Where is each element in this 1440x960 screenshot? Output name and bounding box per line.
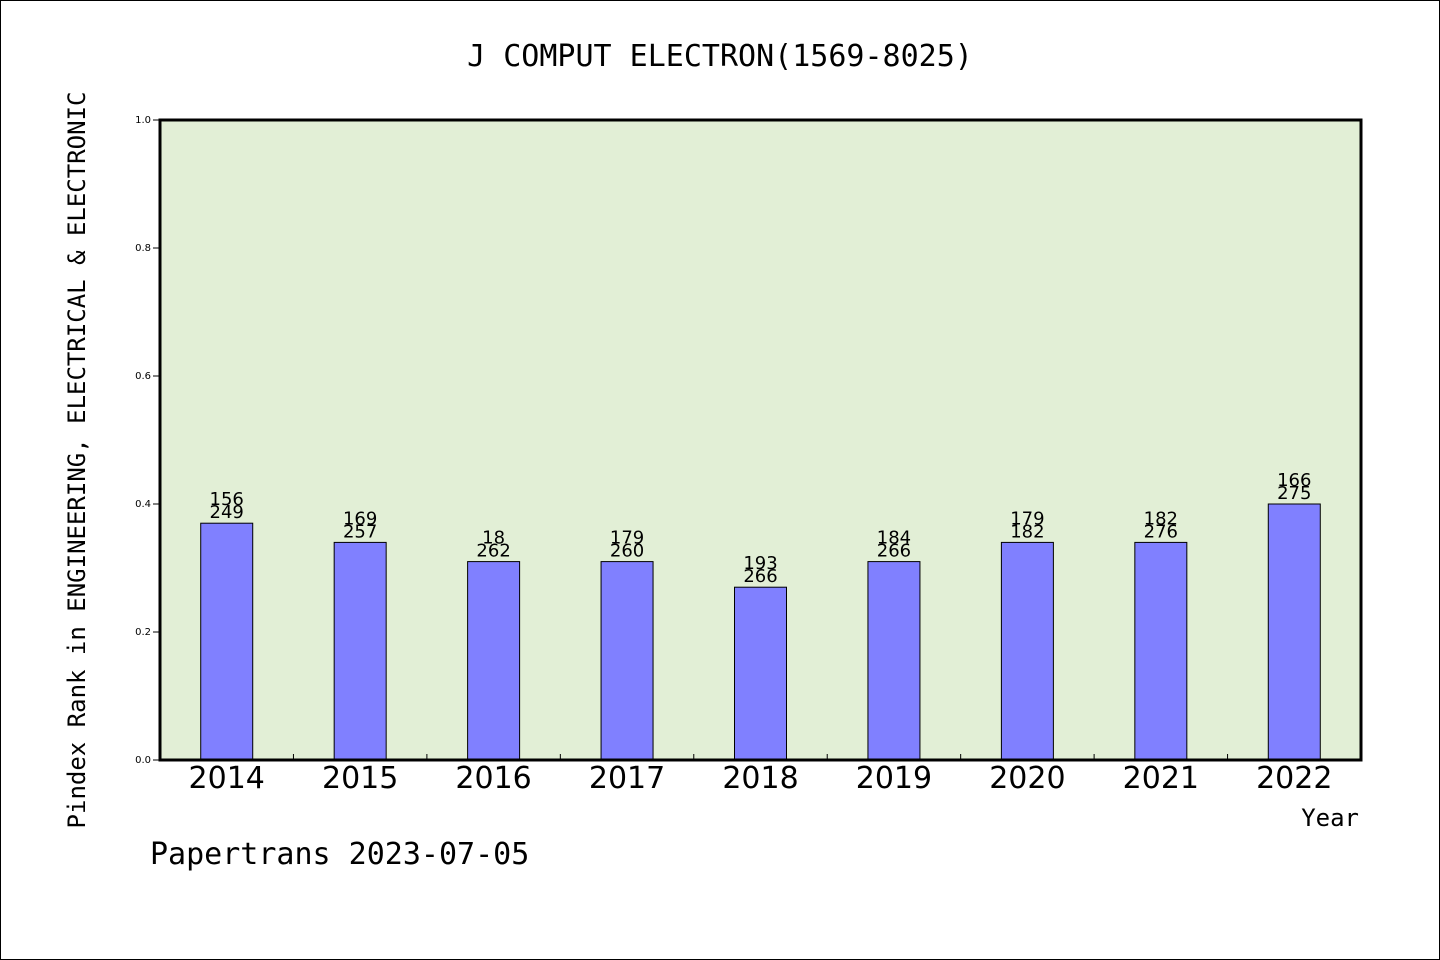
x-tick-label: 2014 [189, 761, 265, 796]
bar-total-label: 266 [877, 541, 911, 562]
bar-2018 [734, 586, 787, 761]
bar-total-label: 257 [343, 521, 377, 542]
x-tick-label: 2018 [722, 761, 798, 796]
x-tick-label: 2020 [989, 761, 1065, 796]
bar-total-label: 275 [1277, 483, 1311, 504]
bars-group [200, 503, 1321, 761]
bar-total-label: 266 [743, 566, 777, 587]
bar-2020 [1000, 541, 1054, 761]
bar-rank-label: 169 [343, 508, 377, 529]
bar-rank-label: 18 [482, 528, 505, 549]
bar-total-label: 262 [476, 541, 510, 562]
watermark-text: Papertrans 2023-07-05 [150, 837, 529, 872]
chart-title: J COMPUT ELECTRON(1569-8025) [467, 39, 973, 74]
bar-rank-label: 182 [1144, 508, 1178, 529]
y-tick-label: 0.2 [135, 627, 151, 638]
y-axis: 0.0 0.2 0.4 0.6 0.8 1.0 [135, 115, 160, 766]
bar-2022 [1267, 503, 1321, 761]
x-axis-label: Year [1301, 804, 1359, 832]
x-tick-label: 2015 [322, 761, 398, 796]
bar-total-label: 182 [1010, 521, 1044, 542]
bar-2017 [600, 561, 654, 761]
y-tick-label: 0.8 [135, 243, 151, 254]
bar-rank-label: 184 [877, 528, 911, 549]
y-tick-label: 0.6 [135, 371, 151, 382]
bar-rank-label: 193 [743, 553, 777, 574]
bar-rank-label: 156 [210, 489, 244, 510]
x-axis: 2014 2015 2016 2017 2018 2019 2020 2021 2022 [189, 754, 1332, 796]
y-tick-label: 0.4 [135, 499, 151, 510]
x-tick-label: 2019 [856, 761, 932, 796]
y-axis-label: Pindex Rank in ENGINEERING, ELECTRICAL &… [63, 92, 91, 829]
x-tick-label: 2022 [1256, 761, 1332, 796]
bar-2015 [333, 541, 387, 761]
y-tick-label: 0.0 [135, 755, 151, 766]
bar-total-label: 249 [210, 502, 244, 523]
x-tick-label: 2016 [455, 761, 531, 796]
bar-2019 [867, 561, 921, 761]
bar-2016 [467, 561, 521, 761]
bar-2021 [1134, 541, 1188, 761]
bar-2014 [200, 522, 254, 761]
bar-rank-label: 179 [1010, 508, 1044, 529]
x-tick-label: 2017 [589, 761, 665, 796]
plot-border [158, 118, 1363, 762]
bar-total-label: 276 [1144, 521, 1178, 542]
bar-total-label: 260 [610, 541, 644, 562]
bar-rank-label: 166 [1277, 470, 1311, 491]
x-tick-label: 2021 [1123, 761, 1199, 796]
y-tick-label: 1.0 [135, 115, 151, 126]
bar-rank-label: 179 [610, 528, 644, 549]
